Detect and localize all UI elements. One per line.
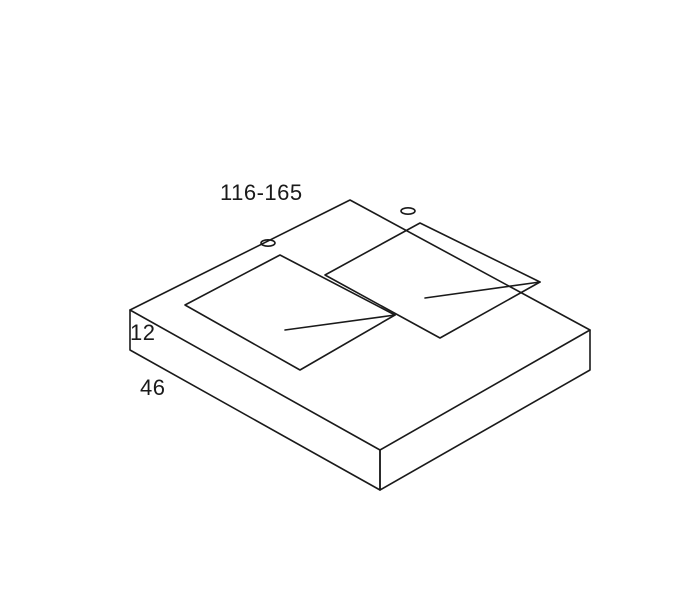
isometric-lines — [130, 200, 590, 490]
side-face — [380, 330, 590, 490]
left-basin-ramp — [285, 315, 395, 330]
right-basin-ramp — [425, 282, 540, 298]
tap-hole-right — [401, 208, 415, 214]
dimension-depth-label: 46 — [140, 375, 165, 400]
dimension-diagram: 116-165 12 46 — [0, 0, 700, 600]
outer-top — [130, 200, 590, 450]
left-basin — [185, 255, 395, 370]
front-face — [130, 310, 380, 490]
dimension-length-label: 116-165 — [220, 180, 303, 205]
dimension-height-label: 12 — [130, 320, 155, 345]
